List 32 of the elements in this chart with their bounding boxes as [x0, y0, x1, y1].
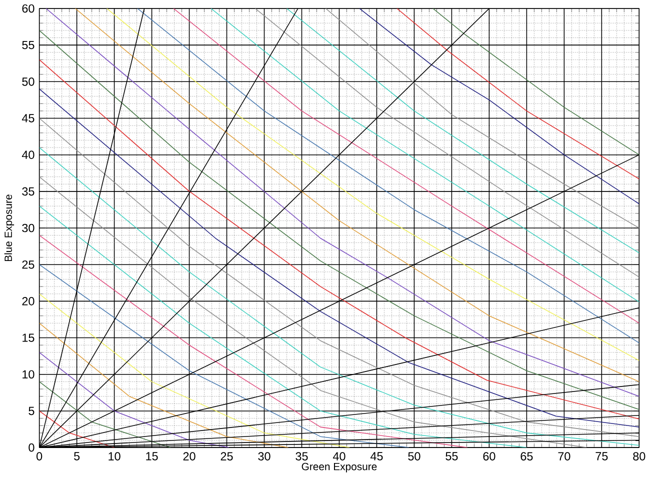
x-axis-title: Green Exposure: [302, 463, 377, 472]
x-tick-label: 20: [183, 452, 196, 461]
x-tick-label: 75: [596, 452, 608, 461]
y-tick-label: 40: [22, 150, 34, 160]
x-tick-label: 30: [258, 452, 270, 461]
y-tick-label: 30: [22, 224, 34, 232]
x-tick-label: 35: [296, 452, 308, 461]
x-tick-label: 15: [146, 452, 158, 461]
y-tick-label: 35: [22, 187, 34, 196]
y-tick-label: 55: [22, 41, 34, 50]
y-tick-label: 5: [28, 407, 34, 416]
y-tick-label: 45: [22, 114, 34, 123]
y-tick-label: 10: [22, 370, 34, 379]
x-tick-label: 50: [408, 452, 420, 461]
y-tick-label: 20: [22, 297, 34, 306]
x-tick-label: 45: [370, 452, 383, 461]
y-tick-label: 60: [22, 4, 34, 13]
x-tick-label: 65: [520, 452, 533, 461]
x-tick-label: 60: [483, 452, 496, 461]
x-tick-label: 80: [633, 452, 646, 461]
x-tick-label: 55: [446, 452, 458, 461]
x-tick-label: 5: [74, 452, 80, 461]
x-tick-label: 0: [36, 452, 42, 461]
x-tick-label: 10: [108, 452, 120, 461]
x-tick-label: 40: [332, 452, 346, 461]
x-tick-label: 25: [220, 452, 233, 461]
x-tick-label: 70: [558, 452, 570, 461]
y-tick-label: 25: [22, 260, 34, 269]
y-axis-title: Blue Exposure: [4, 194, 14, 262]
y-tick-label: 0: [28, 444, 34, 452]
y-tick-label: 50: [22, 78, 34, 86]
y-tick-label: 15: [22, 334, 34, 342]
